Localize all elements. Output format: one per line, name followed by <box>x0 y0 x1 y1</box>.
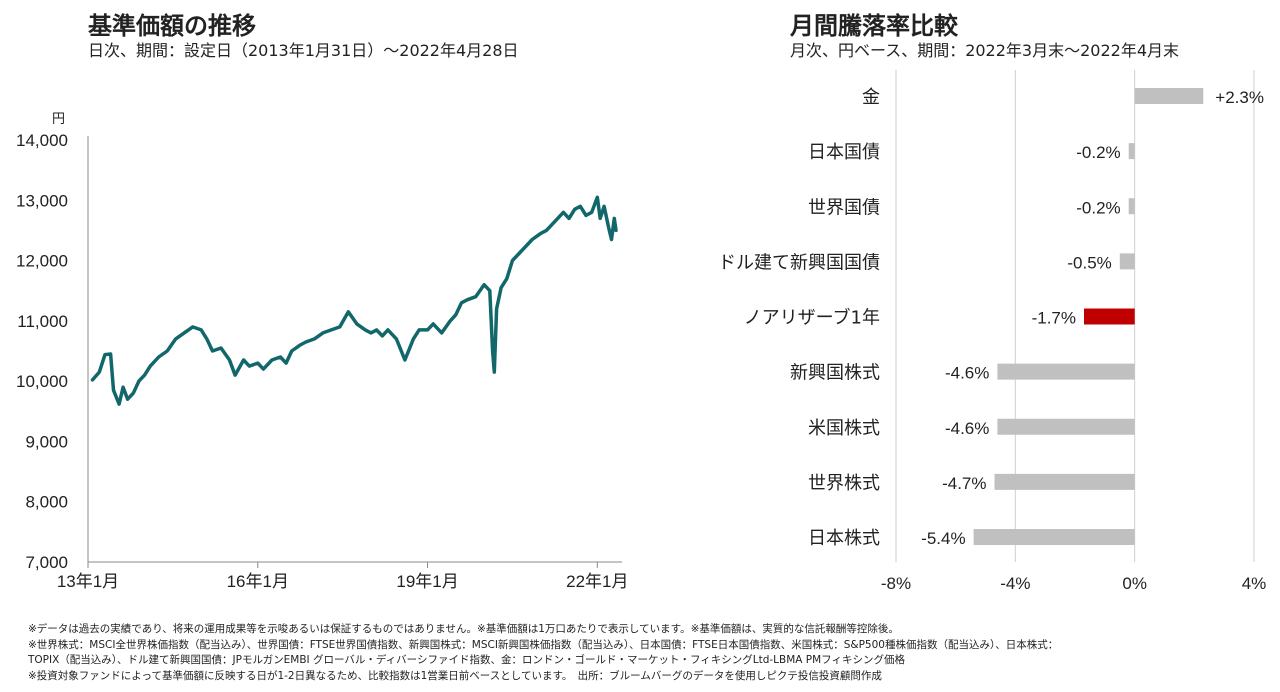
category-label: 日本株式 <box>808 528 880 549</box>
x-tick-label: -8% <box>881 574 911 593</box>
value-label: -1.7% <box>1032 309 1076 328</box>
line-chart-subtitle: 日次、期間：設定日（2013年1月31日）～2022年4月28日 <box>88 41 519 60</box>
category-label: 世界国債 <box>808 197 880 218</box>
footnote-line: ※投資対象ファンドによって基準価額に反映する日が1-2日異なるため、比較指数は1… <box>28 669 882 682</box>
bar <box>1119 253 1135 270</box>
footnote-line: ※データは過去の実績であり、将来の運用成果等を示唆あるいは保証するものではありま… <box>28 623 899 635</box>
value-label: -4.6% <box>945 364 989 383</box>
footnote-line: ※世界株式：MSCI全世界株価指数（配当込み）、世界国債：FTSE世界国債指数、… <box>28 638 1059 651</box>
category-label: 世界株式 <box>808 473 880 494</box>
line-chart-title: 基準価額の推移 <box>88 12 256 40</box>
y-tick-label: 12,000 <box>16 252 68 271</box>
y-tick-label: 14,000 <box>16 131 68 150</box>
y-tick-label: 11,000 <box>17 312 68 331</box>
bar <box>1128 198 1135 215</box>
x-tick-label: 4% <box>1242 574 1267 593</box>
x-tick-label: -4% <box>1000 574 1030 593</box>
value-label: -4.6% <box>945 419 989 438</box>
x-tick-label: 22年1月 <box>566 572 628 591</box>
bar <box>973 529 1135 545</box>
x-tick-label: 0% <box>1122 574 1147 593</box>
bar <box>997 363 1135 380</box>
category-label: 日本国債 <box>808 142 880 163</box>
bar <box>1134 88 1204 104</box>
category-label: ドル建て新興国国債 <box>718 252 880 273</box>
category-label: 米国株式 <box>808 418 880 439</box>
bar <box>997 418 1135 435</box>
y-axis-unit-label: 円 <box>52 111 65 126</box>
value-label: -0.5% <box>1067 253 1111 272</box>
line-chart: 7,000 8,000 9,000 10,000 11,000 12,000 13,000 1… <box>16 111 629 591</box>
nav-series-line <box>90 195 618 406</box>
x-tick-label: 16年1月 <box>227 572 289 591</box>
y-tick-label: 9,000 <box>25 432 68 451</box>
value-label: -5.4% <box>921 529 965 548</box>
bar-chart: -8% -4% 0% 4% 金 +2.3% 日本国債 -0.2% 世界国債 -0.2% ドル建て新興… <box>718 70 1267 593</box>
value-label: -4.7% <box>942 474 986 493</box>
y-tick-label: 13,000 <box>16 191 68 210</box>
footnote-line: TOPIX（配当込み）、ドル建て新興国国債：JPモルガンEMBI グローバル・デ… <box>28 654 905 666</box>
bar <box>1128 143 1135 160</box>
x-tick-label: 19年1月 <box>396 572 458 591</box>
y-tick-label: 7,000 <box>25 553 68 572</box>
bar <box>1084 308 1135 325</box>
y-tick-label: 8,000 <box>25 493 68 512</box>
category-label: 金 <box>862 87 880 108</box>
bar-chart-title: 月間騰落率比較 <box>790 12 958 40</box>
footnotes: ※データは過去の実績であり、将来の運用成果等を示唆あるいは保証するものではありま… <box>28 622 1268 684</box>
value-label: -0.2% <box>1076 198 1120 217</box>
bar <box>994 473 1135 490</box>
value-label: -0.2% <box>1076 143 1120 162</box>
value-label: +2.3% <box>1215 88 1264 107</box>
category-label: ノアリザーブ1年 <box>744 307 880 329</box>
category-label: 新興国株式 <box>790 363 880 384</box>
bar-chart-subtitle: 月次、円ベース、期間：2022年3月末～2022年4月末 <box>790 41 1179 60</box>
x-tick-label: 13年1月 <box>57 572 119 591</box>
y-tick-label: 10,000 <box>16 372 68 391</box>
